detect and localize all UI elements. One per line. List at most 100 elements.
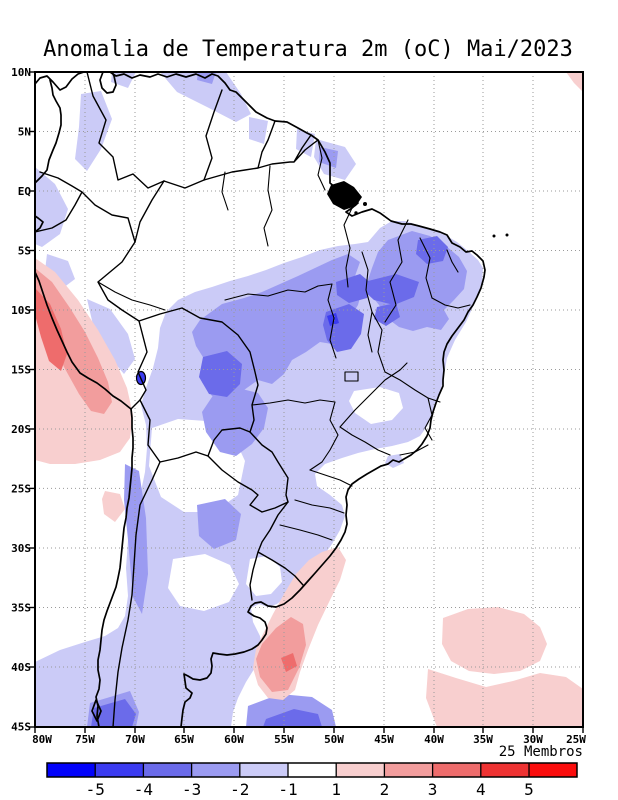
colorbar-label-p1: 1 <box>331 780 341 799</box>
lat-label-5s: 5S <box>18 245 31 258</box>
coastline-pacific <box>35 271 134 727</box>
state-border-go-mg <box>339 362 408 428</box>
lon-label-25w: 25W <box>566 733 586 746</box>
atoll-dot-east <box>505 233 509 237</box>
anomaly-neg4-goias-dot <box>327 313 339 326</box>
anomaly-pos2-peru-core <box>35 268 112 414</box>
colorbar-seg-5 <box>288 763 337 777</box>
colorbar-label-p2: 2 <box>380 780 390 799</box>
state-border-ms <box>251 399 339 471</box>
neutral-hole-uruguay <box>246 556 282 596</box>
state-border-ce-rn <box>446 249 459 273</box>
state-border-tocantins-east <box>361 251 373 353</box>
anomaly-pos1-topright-corner <box>566 72 583 92</box>
border-argentina-brazil-uruguay <box>249 501 304 601</box>
anomaly-neg1-colombia-border-streak <box>75 91 112 171</box>
border-venezuela-guyana <box>203 89 223 181</box>
state-border-df-square <box>344 371 359 382</box>
colorbar-seg-6 <box>336 763 385 777</box>
chiloe-island <box>91 699 102 722</box>
state-border-ac-am <box>97 281 166 311</box>
anomaly-neg1-venezuela-streak <box>160 72 251 122</box>
geography-layer <box>35 72 509 727</box>
colorbar-seg-4 <box>239 763 288 777</box>
anomaly-pos1-southeast-atlantic-blob <box>442 607 547 674</box>
anomaly-neg3-south-ocean-core <box>263 709 322 727</box>
colorbar-seg-2 <box>143 763 192 777</box>
state-border-pi-ce <box>419 237 433 299</box>
state-border-sc-rs <box>279 524 333 541</box>
lon-label-50w: 50W <box>324 733 344 746</box>
border-peru-brazil-bolivia <box>97 241 259 433</box>
axis-ticks <box>29 71 584 733</box>
anomaly-pos3-peru-inner-core <box>35 288 67 371</box>
anomaly-neg3-tocantins-core <box>336 274 372 303</box>
colorbar-seg-1 <box>95 763 144 777</box>
colorbar-outline <box>46 762 578 778</box>
colorbar-label-m4: -4 <box>134 780 153 799</box>
border-colombia-ecuador-peru <box>35 171 165 243</box>
anomaly-neg1-guyana-patch <box>249 117 268 144</box>
border-brazil-north <box>163 134 319 189</box>
colorbar-seg-8 <box>432 763 481 777</box>
anomaly-neg3-paraguay-core <box>199 351 242 397</box>
lat-label-5n: 5N <box>18 126 31 139</box>
lon-label-35w: 35W <box>473 733 493 746</box>
lon-label-45w: 45W <box>374 733 394 746</box>
anomaly-pos1-chile-north-spot <box>102 491 125 522</box>
anomaly-pos3-atlantic-dot <box>281 653 297 672</box>
colorbar-label-m2: -2 <box>230 780 249 799</box>
lat-label-15s: 15S <box>11 364 31 377</box>
colorbar-label-p5: 5 <box>524 780 534 799</box>
state-border-mt-north <box>224 283 333 301</box>
colorbar-label-m5: -5 <box>86 780 105 799</box>
lon-label-30w: 30W <box>523 733 543 746</box>
colorbar-seg-3 <box>191 763 240 777</box>
coastline-atlantic <box>35 72 486 727</box>
coastline-colombia-pacific <box>35 79 62 184</box>
ensemble-members-caption: 25 Membros <box>499 744 583 760</box>
state-border-rr-am <box>221 171 229 211</box>
lake-maracaibo <box>99 72 117 94</box>
lon-label-70w: 70W <box>125 733 145 746</box>
colorbar-label-p4: 4 <box>476 780 486 799</box>
lon-label-55w: 55W <box>274 733 294 746</box>
border-paraguay <box>207 431 289 513</box>
lat-axis-labels: 10N 5N EQ 5S 10S 15S 20S 25S 30S 35S 40S… <box>11 66 31 734</box>
delta-island-dot <box>363 202 367 206</box>
colorbar-labels: -5 -4 -3 -2 -1 1 2 3 4 5 <box>86 780 534 799</box>
neutral-hole-pampas <box>168 554 239 611</box>
anomaly-pos1-bottom-band <box>426 669 583 727</box>
lat-label-25s: 25S <box>11 483 31 496</box>
map-frame <box>34 71 584 728</box>
coastline-guayaquil <box>35 215 44 233</box>
lat-label-40s: 40S <box>11 661 31 674</box>
lon-axis-labels: 80W 75W 70W 65W 60W 55W 50W 45W 40W 35W … <box>32 733 586 746</box>
colorbar: -5 -4 -3 -2 -1 1 2 3 4 5 <box>46 762 578 799</box>
colorbar-seg-10 <box>529 763 577 777</box>
neutral-hole-minas <box>349 387 403 424</box>
anomaly-pos2-atlantic-core <box>256 617 306 692</box>
lat-label-10s: 10S <box>11 304 31 317</box>
state-border-am-pa <box>263 165 273 247</box>
state-border-mg-es-rj <box>399 397 433 456</box>
lon-label-60w: 60W <box>224 733 244 746</box>
lat-label-20s: 20S <box>11 423 31 436</box>
state-border-ma-pi <box>384 219 409 323</box>
border-colombia-venezuela <box>86 72 165 189</box>
map-title: Anomalia de Temperatura 2m (oC) Mai/2023 <box>43 37 573 62</box>
anomaly-neg2-rio-grande-spot <box>197 499 241 549</box>
border-guyana-suriname <box>257 120 276 169</box>
lat-label-45s: 45S <box>11 721 31 734</box>
lon-label-75w: 75W <box>75 733 95 746</box>
lat-label-10n: 10N <box>11 66 31 79</box>
lon-label-40w: 40W <box>424 733 444 746</box>
atoll-dot-west <box>492 234 496 238</box>
anomaly-neg3-piaui-core <box>363 274 419 305</box>
state-border-mg-sp <box>339 426 391 456</box>
state-border-ap-pa <box>317 139 326 191</box>
colorbar-label-m1: -1 <box>278 780 297 799</box>
colorbar-dividers <box>94 763 530 777</box>
